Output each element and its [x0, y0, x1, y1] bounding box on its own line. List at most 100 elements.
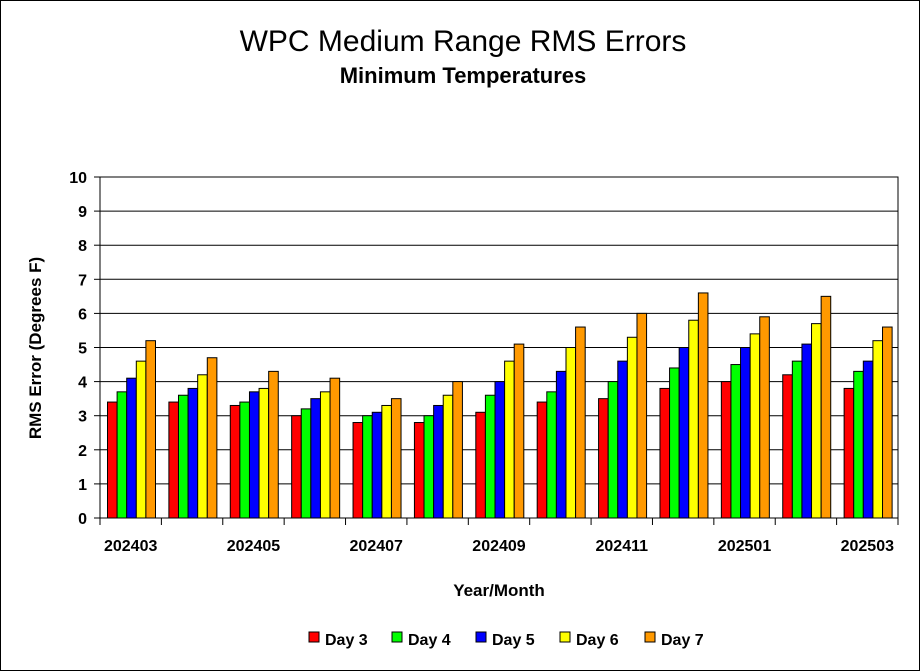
- bar-day-3-202410: [536, 401, 548, 519]
- bar-day-7-202501: [759, 316, 770, 519]
- y-tick-label: 10: [69, 170, 87, 187]
- bar-day-6-202503: [872, 340, 884, 519]
- bar-day-6-202404: [197, 374, 208, 519]
- bar-day-7-202410: [575, 326, 586, 519]
- x-axis-ticks: 202403 202405 202407 202409 202411 202501 2025…: [99, 518, 899, 555]
- bar-day-5-202503: [862, 360, 874, 519]
- x-tick-label: 202407: [350, 538, 403, 555]
- y-tick-label: 2: [78, 443, 87, 460]
- bar-day-7-202409: [513, 343, 525, 519]
- y-tick-label: 4: [78, 375, 87, 392]
- bar-day-5-202412: [678, 347, 690, 519]
- legend-swatch-day-5: [475, 631, 487, 643]
- legend-label-day-4: Day 4: [408, 632, 451, 649]
- bar-day-3-202405: [229, 404, 241, 519]
- bar-day-6-202501: [749, 333, 761, 519]
- bar-day-4-202501: [730, 364, 742, 519]
- y-tick-label: 7: [78, 272, 87, 289]
- bar-day-3-202404: [168, 401, 179, 519]
- bar-day-4-202405: [239, 401, 250, 519]
- bar-day-3-202406: [291, 415, 302, 519]
- bar-day-6-202407: [381, 404, 392, 519]
- y-tick-label: 3: [78, 409, 87, 426]
- legend-swatch-day-4: [391, 631, 403, 643]
- x-tick-label: 202501: [718, 538, 771, 555]
- bar-day-3-202407: [352, 422, 364, 519]
- legend-swatch-day-7: [644, 631, 656, 643]
- legend-label-day-6: Day 6: [576, 632, 619, 649]
- bar-day-6-202410: [565, 347, 577, 519]
- x-tick-label: 202409: [472, 538, 525, 555]
- legend-swatch-day-6: [559, 631, 571, 643]
- bar-day-3-202501: [720, 381, 732, 519]
- bar-day-3-202411: [598, 398, 609, 519]
- bar-day-7-202406: [329, 377, 341, 519]
- bar-day-7-202407: [390, 398, 402, 519]
- y-axis-label: RMS Error (Degrees F): [26, 257, 45, 439]
- bar-day-4-202410: [546, 391, 557, 519]
- bar-day-5-202407: [371, 411, 383, 519]
- bar-day-6-202406: [319, 391, 331, 519]
- bar-day-4-202411: [607, 381, 619, 519]
- x-tick-label: 202403: [104, 538, 157, 555]
- bar-day-4-202412: [669, 367, 680, 519]
- y-tick-label: 1: [78, 477, 87, 494]
- bar-day-4-202408: [423, 415, 435, 519]
- bar-day-4-202406: [300, 408, 312, 519]
- bar-day-3-202409: [475, 411, 486, 519]
- bar-day-7-202503: [882, 326, 893, 519]
- bar-day-6-202412: [688, 319, 699, 519]
- bar-day-4-202502: [791, 360, 803, 519]
- bar-day-7-202411: [636, 312, 648, 519]
- bar-day-5-202403: [126, 377, 137, 519]
- bar-day-3-202502: [782, 374, 793, 519]
- y-tick-label: 6: [78, 306, 87, 323]
- bar-day-4-202407: [362, 415, 373, 519]
- bar-day-6-202405: [258, 387, 270, 519]
- legend: Day 3 Day 4 Day 5 Day 6 Day 7: [308, 631, 704, 649]
- bar-day-7-202404: [206, 357, 218, 519]
- y-tick-label: 8: [78, 238, 87, 255]
- chart-title: WPC Medium Range RMS Errors: [240, 25, 687, 58]
- x-tick-label: 202411: [596, 538, 649, 555]
- y-tick-label: 5: [78, 341, 87, 358]
- legend-swatch-day-3: [308, 631, 320, 643]
- bar-day-5-202411: [617, 360, 628, 519]
- bar-day-7-202408: [452, 381, 463, 519]
- bar-day-3-202403: [107, 401, 118, 519]
- bar-day-3-202503: [843, 387, 855, 519]
- bar-day-7-202412: [697, 292, 709, 519]
- bars-group: [107, 292, 893, 519]
- bar-day-5-202501: [740, 347, 751, 519]
- x-tick-label: 202503: [841, 538, 894, 555]
- y-axis-ticks: 0 1 2 3 4 5 6 7 8 9 10: [69, 170, 100, 528]
- chart-subtitle: Minimum Temperatures: [340, 63, 587, 88]
- legend-label-day-5: Day 5: [492, 632, 535, 649]
- y-tick-label: 0: [78, 511, 87, 528]
- bar-day-5-202408: [433, 404, 444, 519]
- bar-day-6-202403: [135, 360, 147, 519]
- bar-day-6-202411: [626, 336, 638, 519]
- bar-day-4-202404: [177, 394, 189, 519]
- bar-day-7-202405: [268, 370, 279, 519]
- bar-day-5-202410: [555, 370, 567, 519]
- bar-day-4-202503: [853, 370, 864, 519]
- legend-label-day-3: Day 3: [325, 632, 368, 649]
- x-axis-label: Year/Month: [453, 581, 545, 600]
- bar-day-3-202408: [413, 422, 425, 519]
- bar-day-7-202403: [145, 340, 156, 519]
- bar-day-4-202409: [484, 394, 496, 519]
- bar-day-5-202406: [310, 398, 321, 519]
- y-tick-label: 9: [78, 204, 87, 221]
- bar-day-5-202405: [248, 391, 260, 519]
- bar-day-7-202502: [820, 295, 832, 519]
- legend-label-day-7: Day 7: [661, 632, 704, 649]
- bar-day-5-202404: [187, 387, 199, 519]
- bar-day-6-202408: [442, 394, 454, 519]
- bar-day-6-202409: [504, 360, 515, 519]
- x-tick-label: 202405: [227, 538, 280, 555]
- bar-day-5-202502: [801, 343, 813, 519]
- bar-day-5-202409: [494, 381, 506, 519]
